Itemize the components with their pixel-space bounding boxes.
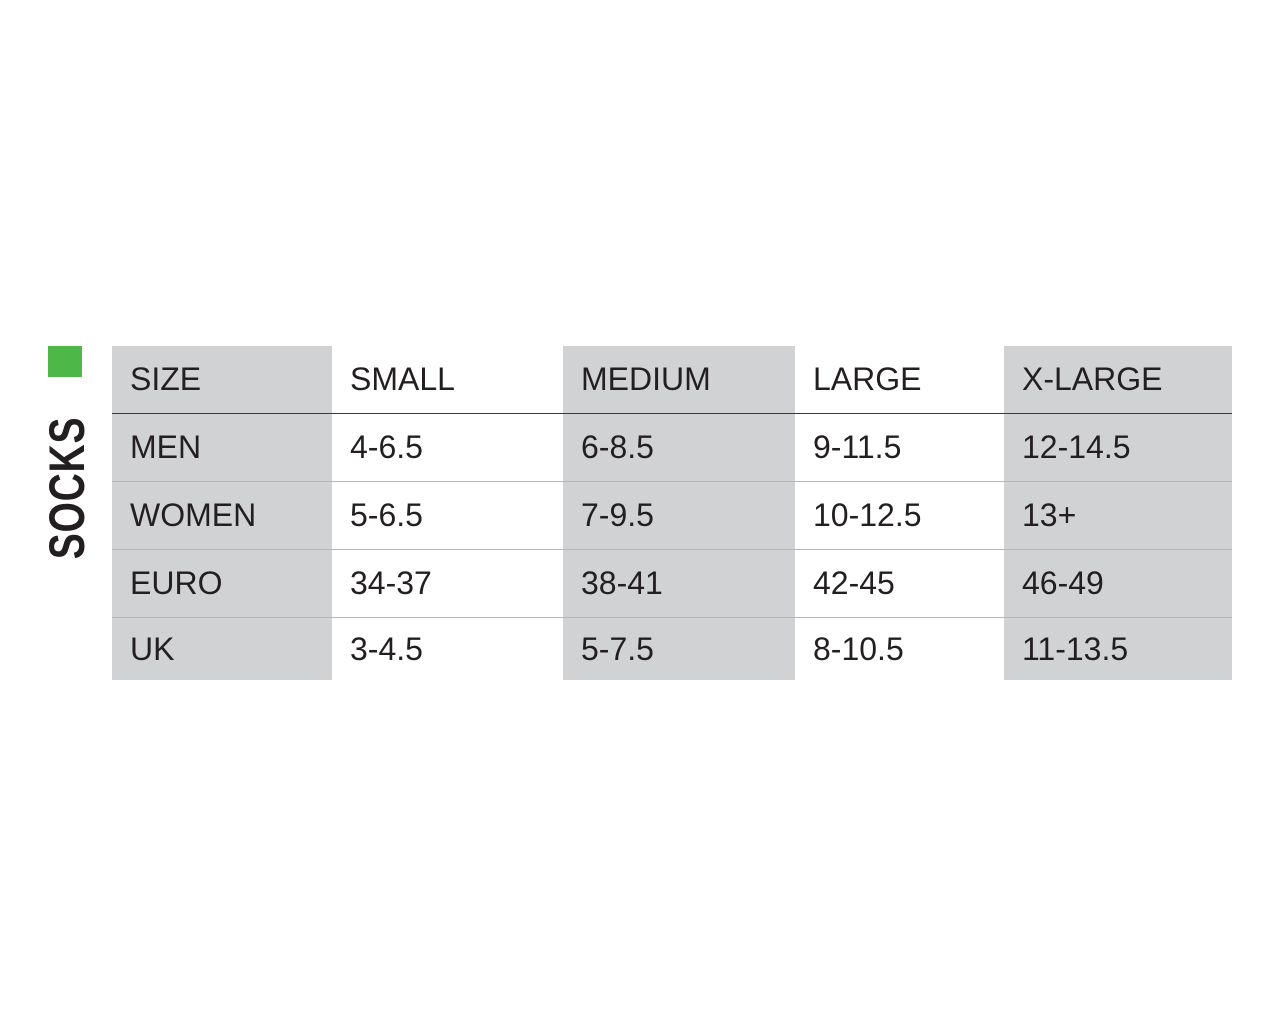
size-cell: 38-41: [563, 549, 795, 618]
table-row: EURO 34-37 38-41 42-45 46-49: [112, 549, 1232, 618]
size-cell: 7-9.5: [563, 481, 795, 550]
table-row: MEN 4-6.5 6-8.5 9-11.5 12-14.5: [112, 413, 1232, 482]
size-cell: 9-11.5: [795, 413, 1004, 482]
column-header: LARGE: [795, 346, 1004, 414]
size-chart-table: SIZE SMALL MEDIUM LARGE X-LARGE MEN 4-6.5 6-8.5…: [112, 346, 1232, 680]
socks-title: SOCKS: [39, 416, 95, 560]
header-row: SIZE SMALL MEDIUM LARGE X-LARGE: [112, 346, 1232, 414]
size-cell: 5-6.5: [332, 481, 563, 550]
row-label: EURO: [112, 549, 332, 618]
column-header: X-LARGE: [1004, 346, 1232, 414]
table-row: UK 3-4.5 5-7.5 8-10.5 11-13.5: [112, 617, 1232, 680]
column-header: SMALL: [332, 346, 563, 414]
size-cell: 8-10.5: [813, 630, 904, 667]
table-row: WOMEN 5-6.5 7-9.5 10-12.5 13+: [112, 481, 1232, 550]
column-header: SIZE: [112, 346, 332, 414]
size-cell: 13+: [1004, 481, 1232, 550]
green-accent-square: [48, 346, 82, 377]
size-cell: 6-8.5: [563, 413, 795, 482]
size-cell: 10-12.5: [795, 481, 1004, 550]
size-cell: 5-7.5: [563, 617, 795, 680]
size-cell: 3-4.5: [350, 630, 423, 667]
row-label: UK: [112, 617, 332, 680]
column-header: MEDIUM: [563, 346, 795, 414]
size-cell: 42-45: [795, 549, 1004, 618]
row-label: WOMEN: [112, 481, 332, 550]
size-cell: 34-37: [332, 549, 563, 618]
size-cell: 12-14.5: [1004, 413, 1232, 482]
size-cell: 4-6.5: [332, 413, 563, 482]
size-cell: 46-49: [1004, 549, 1232, 618]
size-cell: 11-13.5: [1004, 617, 1232, 680]
row-label: MEN: [112, 413, 332, 482]
